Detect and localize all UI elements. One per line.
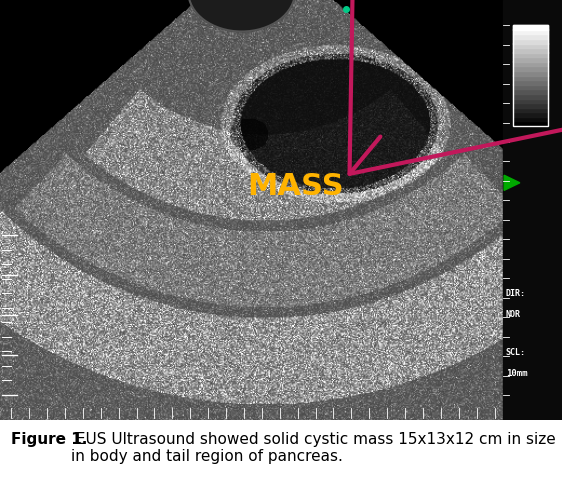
Bar xyxy=(513,107,548,113)
Bar xyxy=(513,89,548,94)
Bar xyxy=(513,57,548,62)
Bar xyxy=(513,80,548,85)
Bar xyxy=(513,48,548,53)
Text: 10mm: 10mm xyxy=(506,369,527,378)
Bar xyxy=(513,29,548,34)
Polygon shape xyxy=(504,175,520,190)
Text: DIR:: DIR: xyxy=(506,289,526,298)
Bar xyxy=(513,66,548,71)
Bar xyxy=(513,112,548,117)
Text: NOR: NOR xyxy=(506,310,521,319)
Bar xyxy=(513,25,548,126)
FancyArrowPatch shape xyxy=(350,0,562,174)
Bar xyxy=(513,103,548,108)
Bar xyxy=(513,75,548,80)
Bar xyxy=(513,34,548,39)
Bar xyxy=(513,121,548,126)
Bar xyxy=(513,85,548,89)
Bar xyxy=(513,116,548,122)
Bar xyxy=(513,98,548,103)
Text: MASS: MASS xyxy=(247,172,344,201)
Bar xyxy=(513,39,548,43)
Bar xyxy=(513,25,548,30)
Bar xyxy=(513,52,548,57)
Text: SCL:: SCL: xyxy=(506,348,526,357)
Circle shape xyxy=(188,0,295,31)
Bar xyxy=(513,61,548,67)
Bar xyxy=(503,0,562,420)
Bar xyxy=(513,43,548,48)
Text: EUS Ultrasound showed solid cystic mass 15x13x12 cm in size
in body and tail reg: EUS Ultrasound showed solid cystic mass … xyxy=(71,432,555,464)
Bar xyxy=(513,94,548,99)
Text: Figure 1.: Figure 1. xyxy=(11,432,88,447)
Bar xyxy=(513,71,548,76)
